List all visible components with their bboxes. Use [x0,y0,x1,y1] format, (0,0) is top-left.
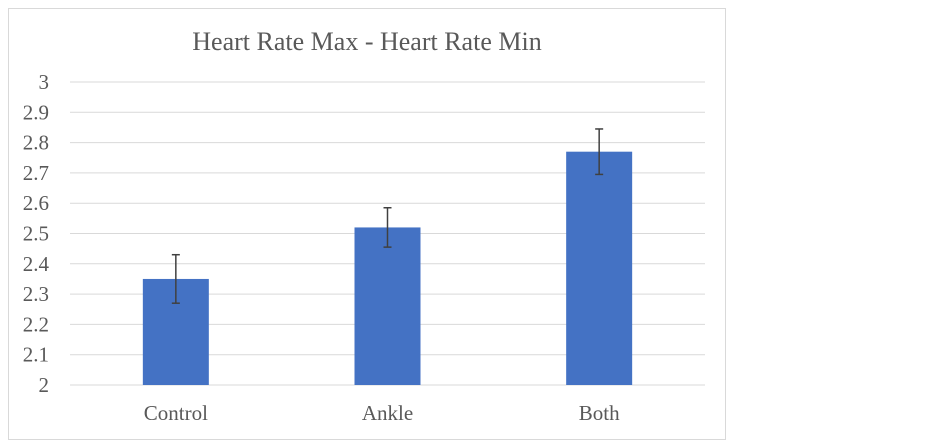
y-axis-tick-labels: 2 2.1 2.2 2.3 2.4 2.5 2.6 2.7 2.8 2.9 3 [23,70,50,397]
error-bar [171,253,180,304]
x-axis-category-labels: Control Ankle Both [144,401,620,425]
y-tick-label: 2.5 [23,222,49,246]
bar-ankle [354,227,421,385]
bar-both [566,151,633,385]
y-tick-label: 2.8 [23,131,49,155]
chart-title: Heart Rate Max - Heart Rate Min [192,27,541,56]
error-bar [595,128,604,176]
x-category-label: Ankle [362,401,413,425]
y-tick-label: 2.9 [23,100,49,124]
x-category-label: Both [579,401,620,425]
y-tick-label: 2.7 [23,161,49,185]
y-tick-label: 2.2 [23,312,49,336]
y-tick-label: 2.3 [23,282,49,306]
x-category-label: Control [144,401,208,425]
y-tick-label: 2.1 [23,343,49,367]
y-tick-label: 2 [39,373,50,397]
y-tick-label: 3 [39,70,50,94]
error-bar [383,206,392,248]
y-tick-label: 2.4 [23,252,50,276]
bars [142,151,633,385]
y-tick-label: 2.6 [23,191,49,215]
error-bars [171,128,604,304]
